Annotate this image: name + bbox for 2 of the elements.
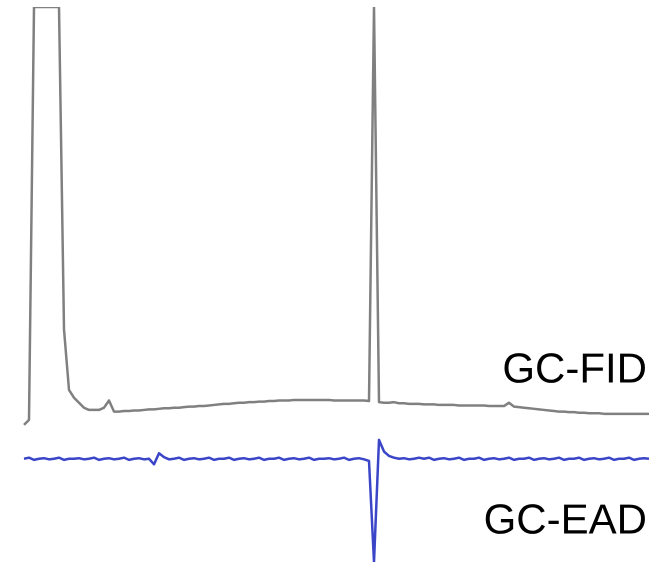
series-label: GC-FID (502, 344, 647, 392)
series-label: GC-EAD (484, 495, 647, 542)
